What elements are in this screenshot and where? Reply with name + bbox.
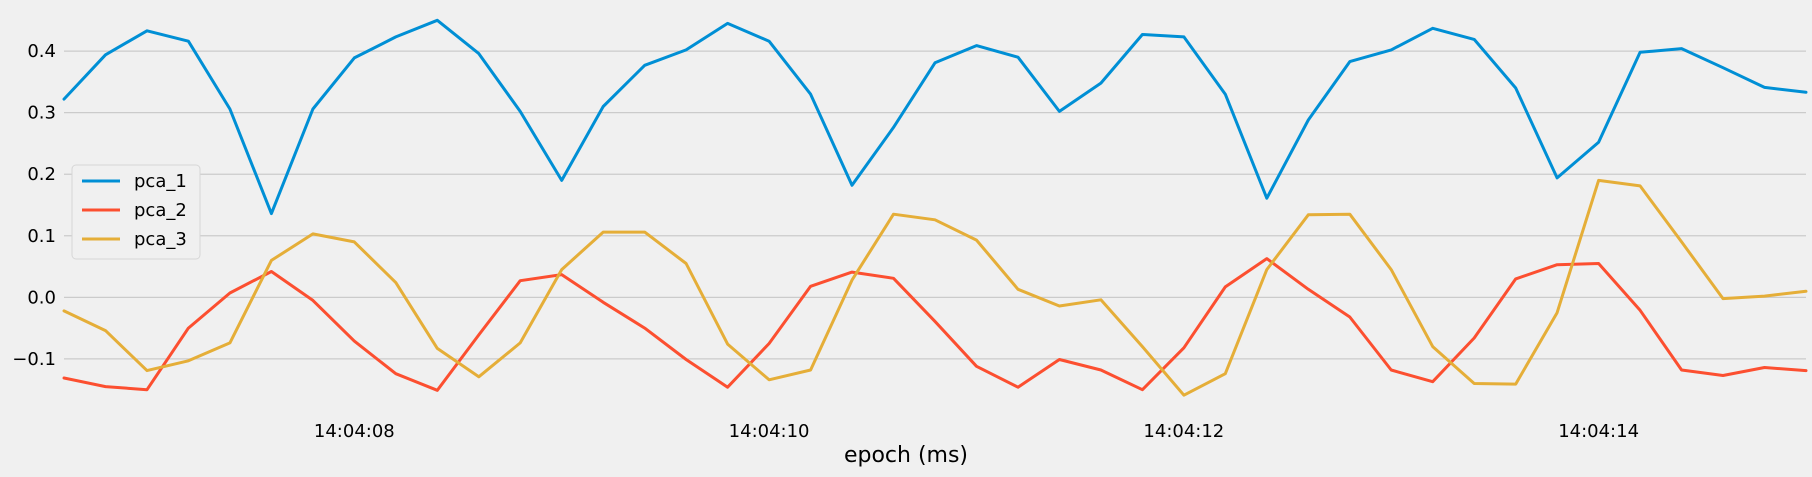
y-tick-label: 0.2 <box>27 164 56 185</box>
y-tick-label: 0.1 <box>27 226 56 247</box>
y-tick-labels: −0.1 0.0 0.1 0.2 0.3 0.4 <box>12 41 56 370</box>
series-line-pca_1 <box>62 18 1808 216</box>
x-tick-labels: 14:04:08 14:04:10 14:04:12 14:04:14 <box>314 421 1639 442</box>
series-lines <box>62 18 1808 397</box>
y-tick-label: 0.0 <box>27 287 56 308</box>
y-tick-label: −0.1 <box>12 349 56 370</box>
x-axis-label: epoch (ms) <box>844 443 968 468</box>
series-line-pca_2 <box>62 257 1808 392</box>
x-tick-label: 14:04:08 <box>314 421 395 442</box>
legend-label-pca_2: pca_2 <box>134 200 187 221</box>
legend-box <box>71 164 201 260</box>
grid-lines <box>64 50 1806 360</box>
y-tick-label: 0.4 <box>27 41 56 62</box>
x-tick-label: 14:04:10 <box>729 421 810 442</box>
legend-label-pca_3: pca_3 <box>134 229 187 250</box>
x-tick-label: 14:04:12 <box>1143 421 1224 442</box>
y-tick-label: 0.3 <box>27 103 56 124</box>
legend-label-pca_1: pca_1 <box>134 171 187 192</box>
x-tick-label: 14:04:14 <box>1558 421 1639 442</box>
legend: pca_1 pca_2 pca_3 <box>71 164 201 260</box>
series-line-pca_3 <box>62 178 1808 397</box>
